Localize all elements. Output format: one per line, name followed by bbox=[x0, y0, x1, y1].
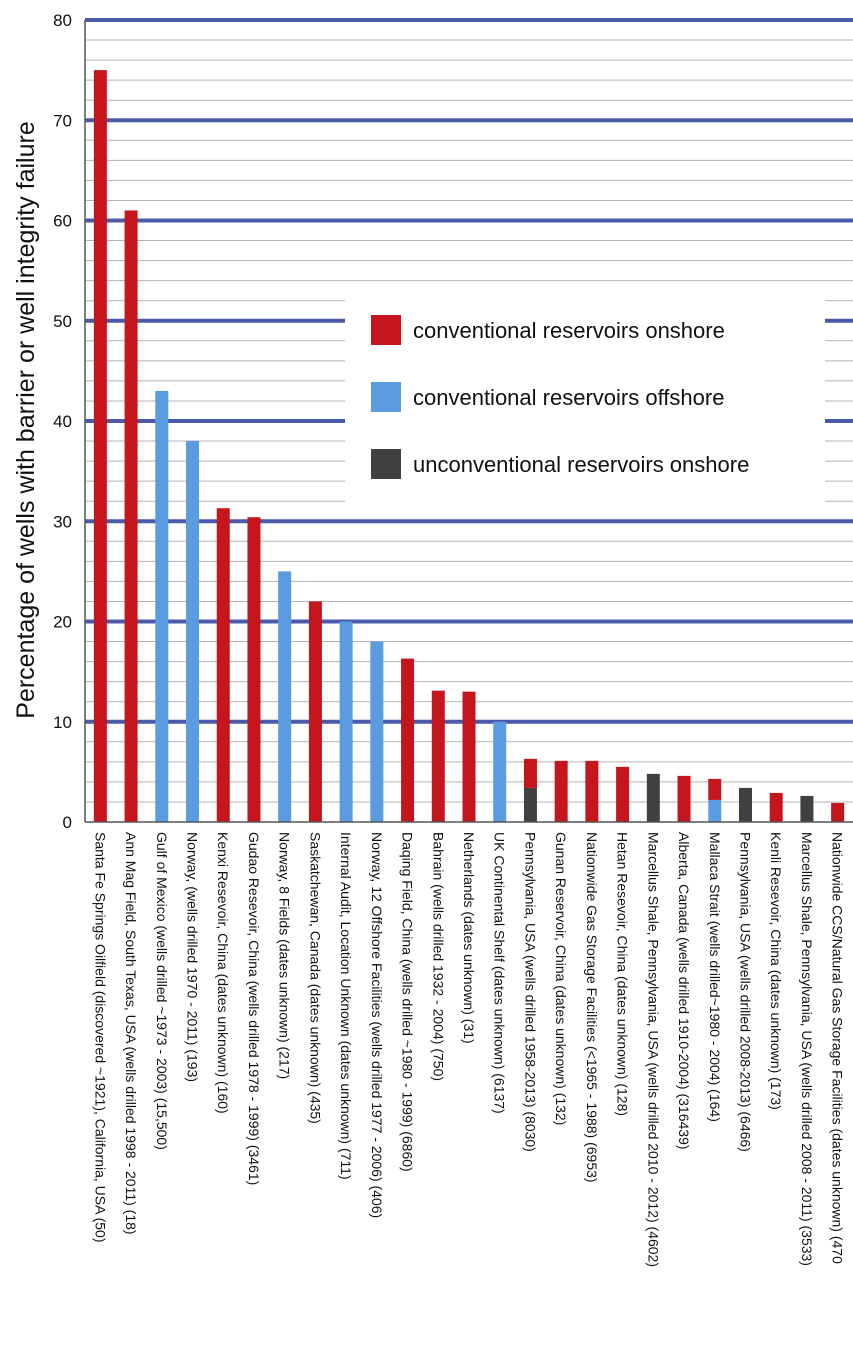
bar bbox=[769, 792, 783, 822]
bar bbox=[738, 787, 752, 822]
bar bbox=[247, 517, 261, 822]
y-tick-label: 50 bbox=[53, 312, 72, 331]
y-tick-label: 40 bbox=[53, 412, 72, 431]
legend-swatch bbox=[371, 449, 401, 479]
bar bbox=[831, 802, 845, 822]
y-tick-labels: 0 10 20 30 40 50 60 70 80 bbox=[53, 11, 72, 832]
category-label: Kenli Resevoir, China (dates unknown) (1… bbox=[768, 832, 784, 1110]
category-label: Ann Mag Field, South Texas, USA (wells d… bbox=[123, 832, 139, 1235]
bar bbox=[462, 691, 476, 822]
category-label: Saskatchewan, Canada (dates unknown) (43… bbox=[307, 832, 323, 1124]
legend-background bbox=[345, 296, 825, 506]
category-label: Gunan Reservoir, China (dates unknown) (… bbox=[553, 832, 569, 1125]
bar bbox=[278, 571, 292, 822]
category-label: Norway, 8 Fields (dates unknown) (217) bbox=[277, 832, 293, 1079]
category-label: Norway, 12 Offshore Facilities (wells dr… bbox=[369, 832, 385, 1218]
category-label: Bahrain (wells drilled 1932 - 2004) (750… bbox=[430, 832, 446, 1081]
legend: conventional reservoirs onshore conventio… bbox=[345, 296, 825, 506]
category-label: Mallaca Strait (wells drilled~1980 - 200… bbox=[707, 832, 723, 1122]
bar bbox=[585, 760, 599, 822]
bar bbox=[401, 658, 415, 822]
category-label: Netherlands (dates unknown) (31) bbox=[461, 832, 477, 1044]
category-label: Alberta, Canada (wells drilled 1910-2004… bbox=[676, 832, 692, 1150]
category-label: Nationwide Gas Storage Facilities (<1965… bbox=[584, 832, 600, 1183]
y-tick-label: 20 bbox=[53, 613, 72, 632]
bar bbox=[708, 799, 722, 822]
bar bbox=[308, 601, 322, 822]
category-label: Pennsylvania, USA (wells drilled 1958-20… bbox=[522, 832, 538, 1152]
category-label: Pennsylvania, USA (wells drilled 2008-20… bbox=[737, 832, 753, 1152]
category-label: Daqing Field, China (wells drilled ~1980… bbox=[400, 832, 416, 1172]
y-tick-label: 80 bbox=[53, 11, 72, 30]
bar bbox=[431, 690, 445, 822]
category-label: Internal Audit, Location Unknown (dates … bbox=[338, 832, 354, 1180]
category-labels: Santa Fe Springs Oilfield (discovered ~1… bbox=[92, 832, 845, 1267]
legend-label: conventional reservoirs offshore bbox=[413, 385, 724, 410]
legend-label: unconventional reservoirs onshore bbox=[413, 452, 749, 477]
category-label: Gulf of Mexico (wells drilled ~1973 - 20… bbox=[154, 832, 170, 1150]
bar bbox=[708, 778, 722, 800]
bar bbox=[216, 508, 230, 822]
category-label: Marcellus Shale, Pennsylvania, USA (well… bbox=[799, 832, 815, 1266]
bar bbox=[124, 210, 138, 823]
bar bbox=[800, 795, 814, 822]
bar bbox=[677, 775, 691, 822]
category-label: UK Continental Shelf (dates unknown) (61… bbox=[492, 832, 508, 1114]
bar bbox=[155, 390, 169, 822]
category-label: Nationwide CCS/Natural Gas Storage Facil… bbox=[830, 832, 846, 1264]
category-label: Hetan Resevoir, China (dates unknown) (1… bbox=[615, 832, 631, 1116]
category-label: Norway, (wells drilled 1970 - 2011) (193… bbox=[185, 832, 201, 1082]
category-label: Santa Fe Springs Oilfield (discovered ~1… bbox=[92, 832, 108, 1242]
bar bbox=[523, 787, 537, 822]
y-tick-label: 0 bbox=[63, 813, 72, 832]
bars bbox=[93, 70, 845, 823]
legend-swatch bbox=[371, 315, 401, 345]
y-tick-label: 30 bbox=[53, 512, 72, 531]
bar bbox=[554, 760, 568, 822]
bar bbox=[493, 721, 507, 822]
bar bbox=[186, 441, 200, 822]
y-tick-label: 70 bbox=[53, 111, 72, 130]
bar bbox=[616, 766, 630, 822]
bar bbox=[93, 70, 107, 822]
category-label: Marcellus Shale, Pennsylvania, USA (well… bbox=[645, 832, 661, 1267]
axes bbox=[84, 20, 853, 823]
y-tick-label: 10 bbox=[53, 713, 72, 732]
category-label: Gudao Resevoir, China (wells drilled 197… bbox=[246, 832, 262, 1185]
legend-swatch bbox=[371, 382, 401, 412]
y-tick-label: 60 bbox=[53, 212, 72, 231]
bar bbox=[370, 641, 384, 822]
bar bbox=[646, 773, 660, 822]
bar bbox=[339, 621, 353, 822]
y-axis-title: Percentage of wells with barrier or well… bbox=[12, 121, 40, 718]
legend-label: conventional reservoirs onshore bbox=[413, 318, 725, 343]
bar bbox=[523, 758, 537, 788]
category-label: Kenxi Resevoir, China (dates unknown) (1… bbox=[215, 832, 231, 1114]
